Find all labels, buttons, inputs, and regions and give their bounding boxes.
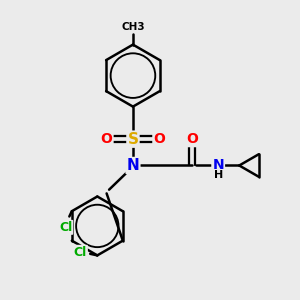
- Text: N: N: [212, 158, 224, 172]
- Text: S: S: [128, 132, 139, 147]
- Text: O: O: [153, 132, 165, 146]
- Text: Cl: Cl: [74, 246, 87, 259]
- Text: CH3: CH3: [121, 22, 145, 32]
- Text: O: O: [101, 132, 112, 146]
- Text: H: H: [214, 170, 223, 180]
- Text: O: O: [186, 132, 198, 146]
- Text: N: N: [127, 158, 139, 173]
- Text: Cl: Cl: [59, 221, 72, 234]
